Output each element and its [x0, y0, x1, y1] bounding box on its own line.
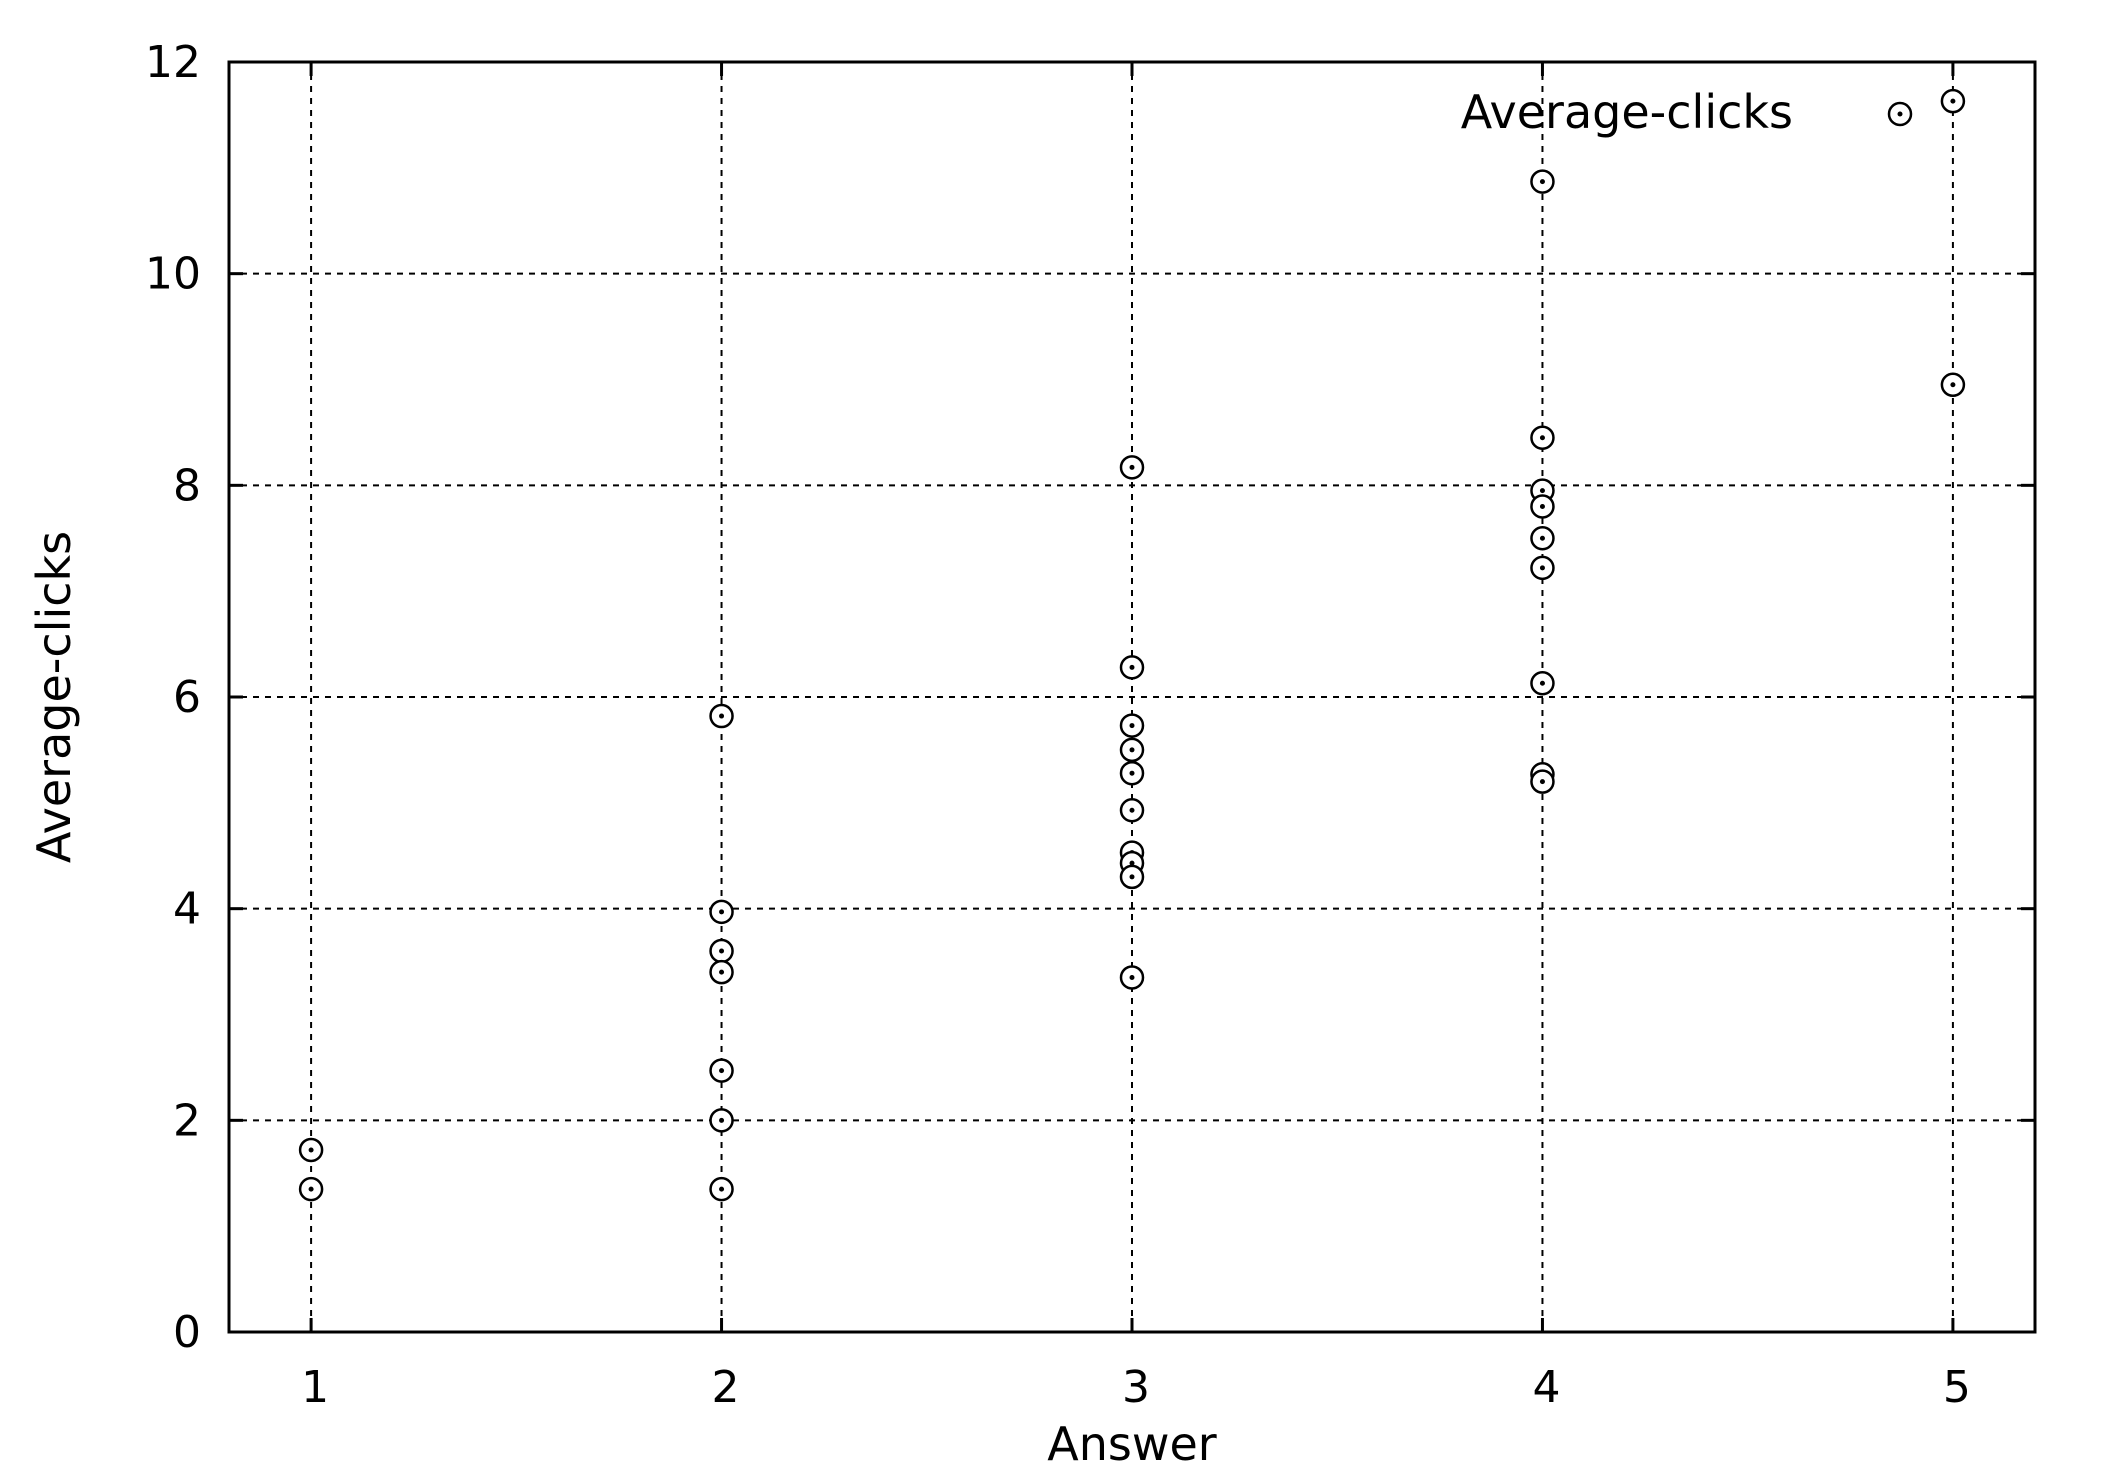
data-point: [1119, 455, 1145, 480]
data-point: [709, 703, 734, 729]
data-point: [709, 1176, 734, 1202]
data-point-dot: [1539, 779, 1545, 785]
data-point: [1530, 494, 1555, 519]
data-point: [1119, 965, 1145, 990]
data-point: [709, 1058, 734, 1083]
x-tick-label: 5: [1943, 1362, 1971, 1413]
data-point: [1940, 88, 1966, 114]
data-point-dot: [1129, 464, 1135, 470]
x-tick-labels: 1 2 3 4 5: [301, 1362, 1971, 1413]
legend-label: Average-clicks: [1461, 85, 1793, 139]
data-point-dot: [1539, 535, 1545, 541]
y-axis-label: Average-clicks: [27, 531, 81, 863]
data-point: [709, 938, 734, 964]
data-point-dot: [1539, 680, 1545, 686]
legend-marker: [1887, 101, 1913, 127]
data-point-dot: [719, 948, 725, 954]
data-point-dot: [1129, 723, 1135, 729]
data-point: [709, 1108, 734, 1133]
x-tick-label: 3: [1122, 1362, 1150, 1413]
data-point-dot: [1129, 807, 1135, 813]
data-point-dot: [1950, 382, 1956, 388]
data-point: [298, 1137, 324, 1163]
data-point: [298, 1176, 324, 1202]
data-point: [709, 959, 734, 985]
data-point-dot: [1129, 747, 1135, 753]
data-point-dot: [1539, 488, 1545, 494]
data-point-dot: [1539, 435, 1545, 441]
y-tick-labels: 0 2 4 6 8 10 12: [145, 37, 201, 1358]
data-point-dot: [1129, 860, 1135, 866]
y-tick-label: 4: [173, 884, 201, 935]
data-point-dot: [1129, 770, 1135, 776]
plot-frame: [227, 60, 2037, 1334]
data-point-dot: [719, 713, 725, 719]
data-point-dot: [719, 1117, 725, 1123]
data-point: [1530, 526, 1555, 551]
data-point: [1119, 797, 1145, 823]
data-point: [709, 899, 734, 925]
data-point-dot: [719, 1068, 725, 1074]
data-point-dot: [1539, 179, 1545, 185]
legend-marker-dot: [1897, 111, 1903, 117]
data-point-dot: [1539, 504, 1545, 509]
data-point: [1119, 737, 1145, 763]
y-tick-label: 0: [173, 1307, 201, 1358]
y-tick-label: 10: [145, 249, 201, 300]
data-point-dot: [1129, 874, 1135, 880]
y-tick-label: 12: [145, 37, 201, 88]
data-point: [1940, 372, 1966, 398]
legend: Average-clicks: [1461, 85, 1913, 139]
x-tick-label: 2: [712, 1362, 740, 1413]
data-point-dot: [719, 909, 725, 915]
data-point-dot: [719, 1186, 725, 1192]
x-tick-label: 1: [301, 1362, 329, 1413]
data-point-dot: [1539, 565, 1545, 571]
y-tick-label: 6: [173, 672, 201, 723]
x-tick-label: 4: [1532, 1362, 1560, 1413]
data-point: [1530, 769, 1555, 794]
data-point: [1530, 555, 1555, 581]
data-point-dot: [1129, 974, 1135, 980]
data-point: [1119, 864, 1145, 890]
data-points: [298, 88, 1966, 1202]
data-point-dot: [308, 1186, 314, 1192]
data-point-dot: [719, 969, 725, 975]
data-point: [1530, 670, 1555, 696]
data-point: [1530, 425, 1555, 450]
data-point: [1119, 713, 1145, 738]
x-axis-label: Answer: [1047, 1417, 1217, 1471]
data-point: [1530, 169, 1555, 194]
grid: [229, 62, 2035, 1332]
data-point-dot: [308, 1147, 314, 1153]
data-point: [1119, 760, 1145, 786]
y-tick-label: 8: [173, 460, 201, 511]
y-tick-label: 2: [173, 1095, 201, 1146]
data-point-dot: [1950, 98, 1956, 104]
data-point-dot: [1129, 664, 1135, 670]
data-point: [1119, 655, 1145, 680]
